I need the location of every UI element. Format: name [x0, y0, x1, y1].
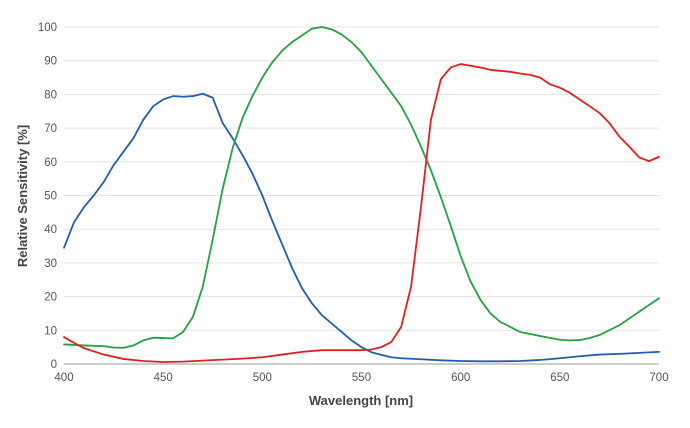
- y-tick-label-10: 10: [44, 325, 57, 337]
- y-tick-label-80: 80: [44, 89, 57, 101]
- x-tick-labels: 400 450 500 550 600 650 700: [54, 372, 668, 384]
- y-tick-labels: 0 10 20 30 40 50 60 70 80 90 100: [38, 22, 57, 371]
- x-tick-label-700: 700: [649, 372, 668, 384]
- y-tick-label-60: 60: [44, 157, 57, 169]
- y-tick-label-20: 20: [44, 292, 57, 304]
- y-axis-title: Relative Sensitivity [%]: [15, 125, 30, 267]
- x-tick-label-600: 600: [451, 372, 470, 384]
- y-tick-label-50: 50: [44, 191, 57, 203]
- x-axis-title: Wavelength [nm]: [309, 393, 413, 408]
- y-tick-label-90: 90: [44, 56, 57, 68]
- y-tick-label-100: 100: [38, 22, 57, 34]
- series-line-3: [63, 63, 660, 363]
- y-tick-label-40: 40: [44, 224, 57, 236]
- y-tick-label-70: 70: [44, 123, 57, 135]
- y-tick-label-0: 0: [51, 359, 57, 371]
- x-tick-label-400: 400: [54, 372, 73, 384]
- x-tick-label-450: 450: [154, 372, 173, 384]
- gridlines: [64, 26, 659, 331]
- series-lines: [63, 26, 660, 363]
- x-tick-label-650: 650: [550, 372, 569, 384]
- series-line-2: [63, 26, 660, 349]
- y-tick-label-30: 30: [44, 258, 57, 270]
- series-line-1: [63, 92, 660, 363]
- x-tick-label-500: 500: [253, 372, 272, 384]
- x-tick-label-550: 550: [352, 372, 371, 384]
